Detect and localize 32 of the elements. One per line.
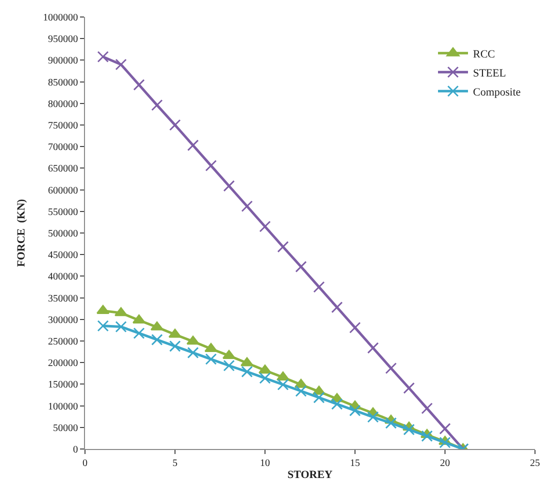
x-tick-label: 20	[440, 458, 450, 469]
x-tick-label: 15	[350, 458, 360, 469]
y-tick-label: 550000	[48, 206, 78, 218]
y-tick-label: 950000	[48, 34, 78, 46]
y-tick-label: 300000	[48, 314, 78, 326]
y-tick-label: 500000	[48, 228, 78, 240]
y-tick-label: 50000	[53, 422, 78, 434]
y-tick-label: 900000	[48, 56, 78, 67]
y-tick-label: 650000	[48, 164, 78, 175]
legend-label: Composite	[473, 86, 521, 98]
y-tick-label: 600000	[48, 185, 78, 196]
y-tick-label: 400000	[48, 272, 78, 283]
y-tick-label: 1000000	[43, 12, 78, 24]
y-tick-label: 0	[73, 444, 78, 456]
y-tick-label: 450000	[48, 250, 78, 262]
y-tick-label: 850000	[48, 77, 78, 88]
y-tick-label: 350000	[48, 293, 78, 304]
legend-label: RCC	[473, 48, 496, 60]
x-tick-label: 0	[82, 458, 88, 469]
y-tick-label: 100000	[48, 401, 78, 412]
y-tick-label: 150000	[48, 380, 78, 391]
y-tick-label: 700000	[48, 142, 78, 154]
x-tick-label: 5	[172, 458, 178, 469]
x-tick-label: 25	[530, 458, 540, 469]
legend-label: STEEL	[473, 67, 506, 80]
y-tick-label: 200000	[48, 358, 78, 370]
y-tick-label: 750000	[48, 120, 78, 132]
x-axis-title: STOREY	[287, 469, 333, 482]
y-axis-title: FORCE (KN)	[16, 198, 28, 267]
x-tick-label: 10	[260, 458, 270, 469]
y-tick-label: 250000	[48, 336, 78, 348]
y-tick-label: 800000	[48, 98, 78, 110]
